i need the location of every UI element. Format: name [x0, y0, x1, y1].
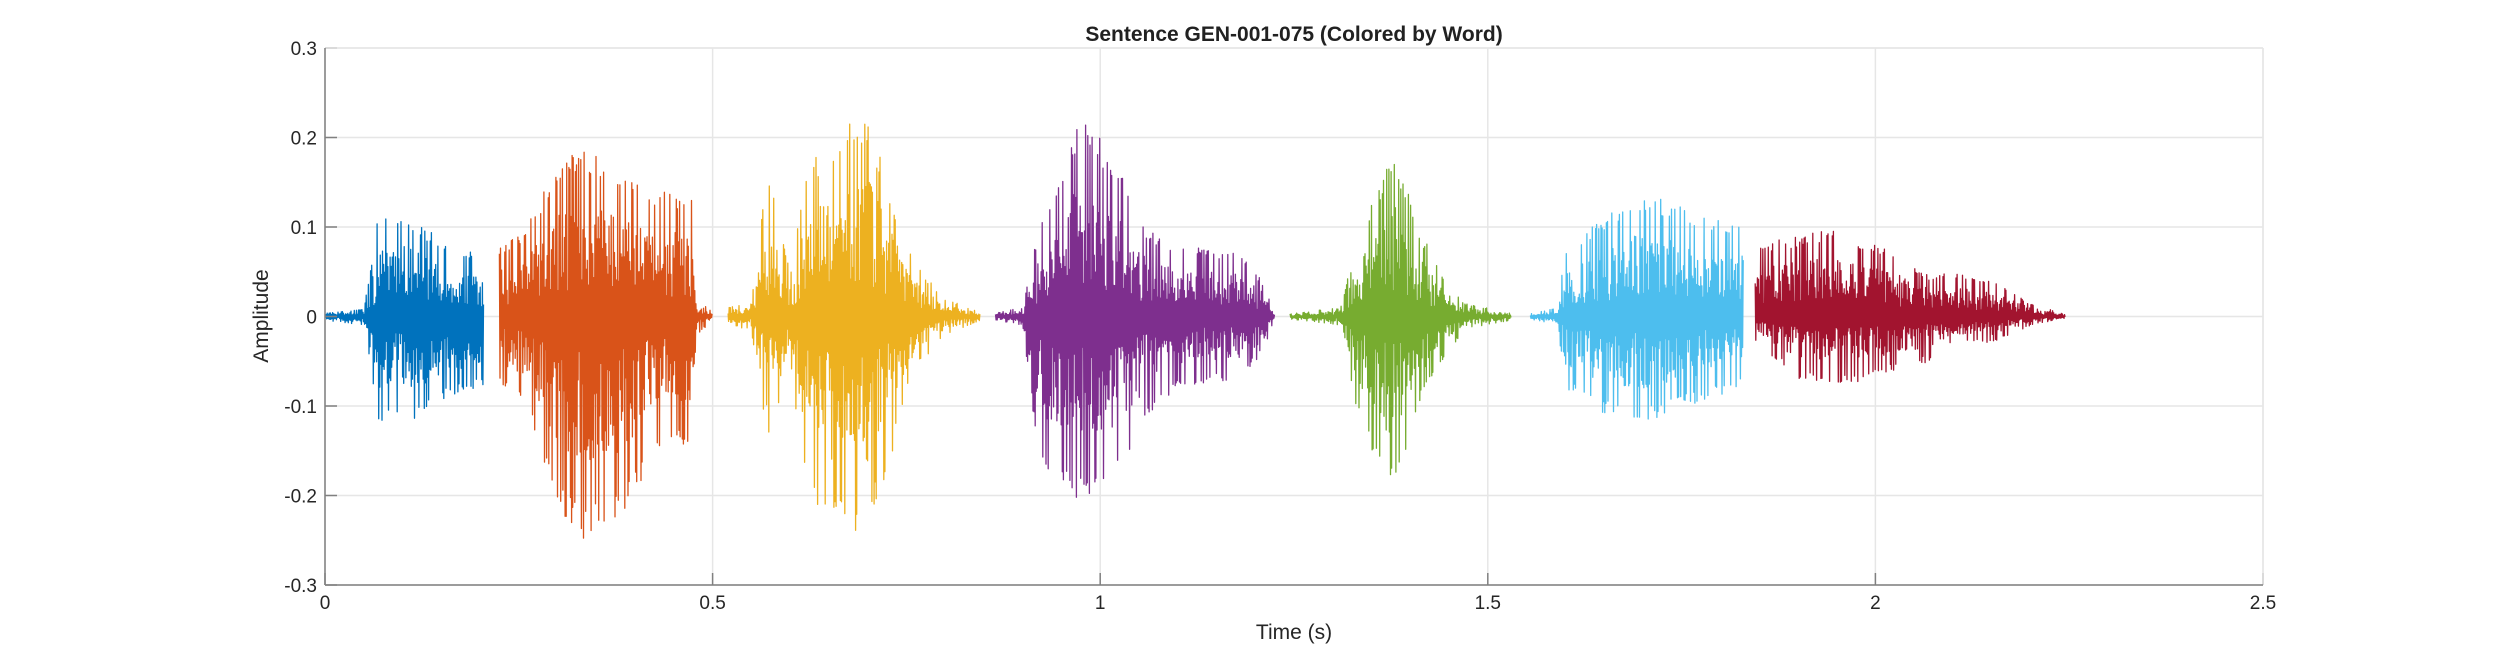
x-tick-label: 0: [320, 593, 331, 614]
x-tick-label: 2: [1870, 593, 1881, 614]
x-tick-label: 2.5: [2250, 593, 2276, 614]
waveform-word-7: [1754, 230, 2066, 383]
y-tick-label: -0.1: [284, 397, 317, 418]
x-axis-label: Time (s): [1256, 621, 1332, 644]
y-tick-label: 0.3: [291, 39, 317, 60]
waveform-word-6: [1529, 198, 1744, 420]
waveform-word-3: [727, 123, 981, 531]
waveform-word-1: [324, 218, 485, 421]
y-tick-label: 0.2: [291, 129, 317, 150]
chart-title: Sentence GEN-001-075 (Colored by Word): [1085, 23, 1502, 46]
x-tick-label: 1: [1095, 593, 1106, 614]
waveform-word-4: [994, 124, 1276, 498]
waveform-word-2: [498, 151, 713, 539]
y-tick-label: 0.1: [291, 218, 317, 239]
x-tick-label: 0.5: [699, 593, 725, 614]
tick-labels: 0 0.5 1 1.5 2 2.5 -0.3 -0.2 -0.1 0 0.1 0.2 0.3: [284, 39, 2276, 614]
waveform-word-5: [1289, 163, 1512, 476]
y-tick-label: -0.2: [284, 487, 317, 508]
axes-frame: [324, 47, 2264, 586]
y-axis-label: Amplitude: [250, 269, 273, 362]
y-tick-label: -0.3: [284, 576, 317, 597]
y-tick-label: 0: [306, 308, 317, 329]
waveform-series: [324, 123, 2066, 539]
x-tick-label: 1.5: [1475, 593, 1501, 614]
